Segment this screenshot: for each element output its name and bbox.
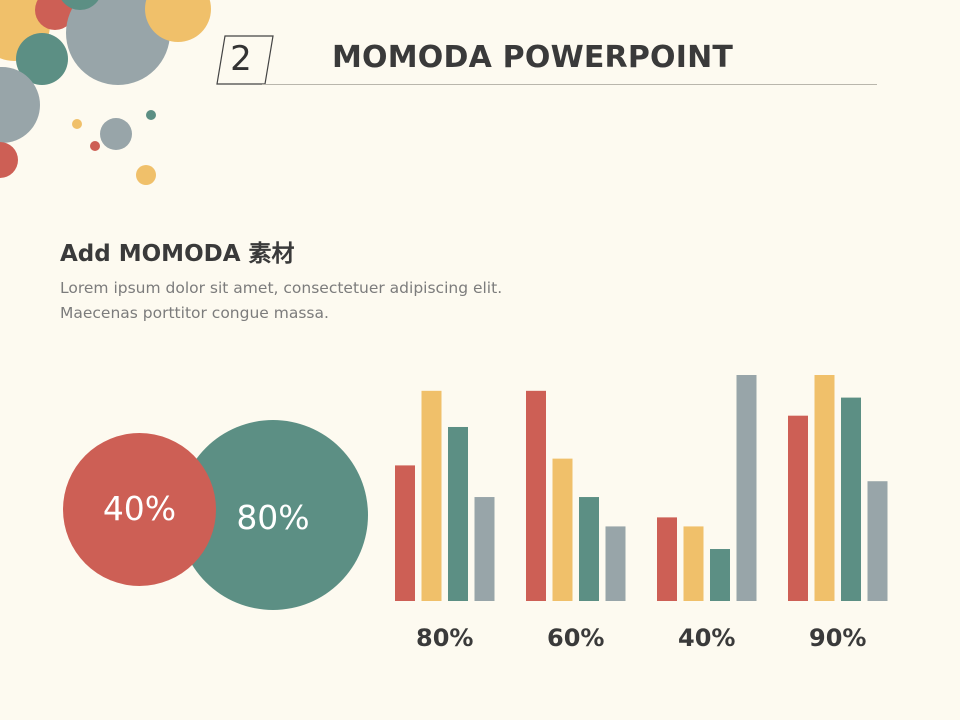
bubble xyxy=(0,67,40,143)
bar-1-2 xyxy=(421,390,442,601)
bar-4-4 xyxy=(867,481,888,601)
bubble xyxy=(61,0,99,10)
section-number: 2 xyxy=(230,39,252,79)
bubble xyxy=(16,33,68,85)
bubble xyxy=(35,0,75,30)
bar-4-2 xyxy=(814,375,835,601)
bar-2-2 xyxy=(552,458,573,601)
category-label: 90% xyxy=(809,624,866,652)
body-text: Lorem ipsum dolor sit amet, consectetuer… xyxy=(60,276,620,326)
bubble xyxy=(0,142,18,178)
bubble xyxy=(100,118,132,150)
body-line: Maecenas porttitor congue massa. xyxy=(60,304,329,322)
bubble xyxy=(146,110,156,120)
bar-1-4 xyxy=(474,497,495,601)
bubble xyxy=(72,119,82,129)
page-title: MOMODA POWERPOINT xyxy=(332,40,734,75)
bubble xyxy=(66,0,170,85)
bubble xyxy=(136,165,156,185)
red-circle-label: 40% xyxy=(102,489,177,528)
bar-1-1 xyxy=(395,465,415,601)
content-heading: Add MOMODA 素材 xyxy=(60,241,295,267)
body-line: Lorem ipsum dolor sit amet, consectetuer… xyxy=(60,279,503,297)
decorative-bubbles xyxy=(0,0,211,185)
bar-3-1 xyxy=(657,517,677,601)
bar-4-1 xyxy=(788,415,808,601)
category-label: 60% xyxy=(547,624,604,652)
category-label: 40% xyxy=(678,624,735,652)
category-label: 80% xyxy=(416,624,473,652)
title-underline xyxy=(262,84,877,85)
bar-4-3 xyxy=(841,397,861,601)
red-percent-circle: 40% xyxy=(63,433,216,586)
bar-2-1 xyxy=(526,390,546,601)
bubble xyxy=(145,0,211,42)
bar-2-4 xyxy=(605,526,626,601)
bar-3-2 xyxy=(683,526,704,601)
bar-3-4 xyxy=(736,375,757,601)
bar-3-3 xyxy=(710,549,730,601)
bubble xyxy=(90,141,100,151)
bar-2-3 xyxy=(579,497,599,601)
green-circle-label: 80% xyxy=(236,497,310,537)
bar-1-3 xyxy=(448,426,468,601)
